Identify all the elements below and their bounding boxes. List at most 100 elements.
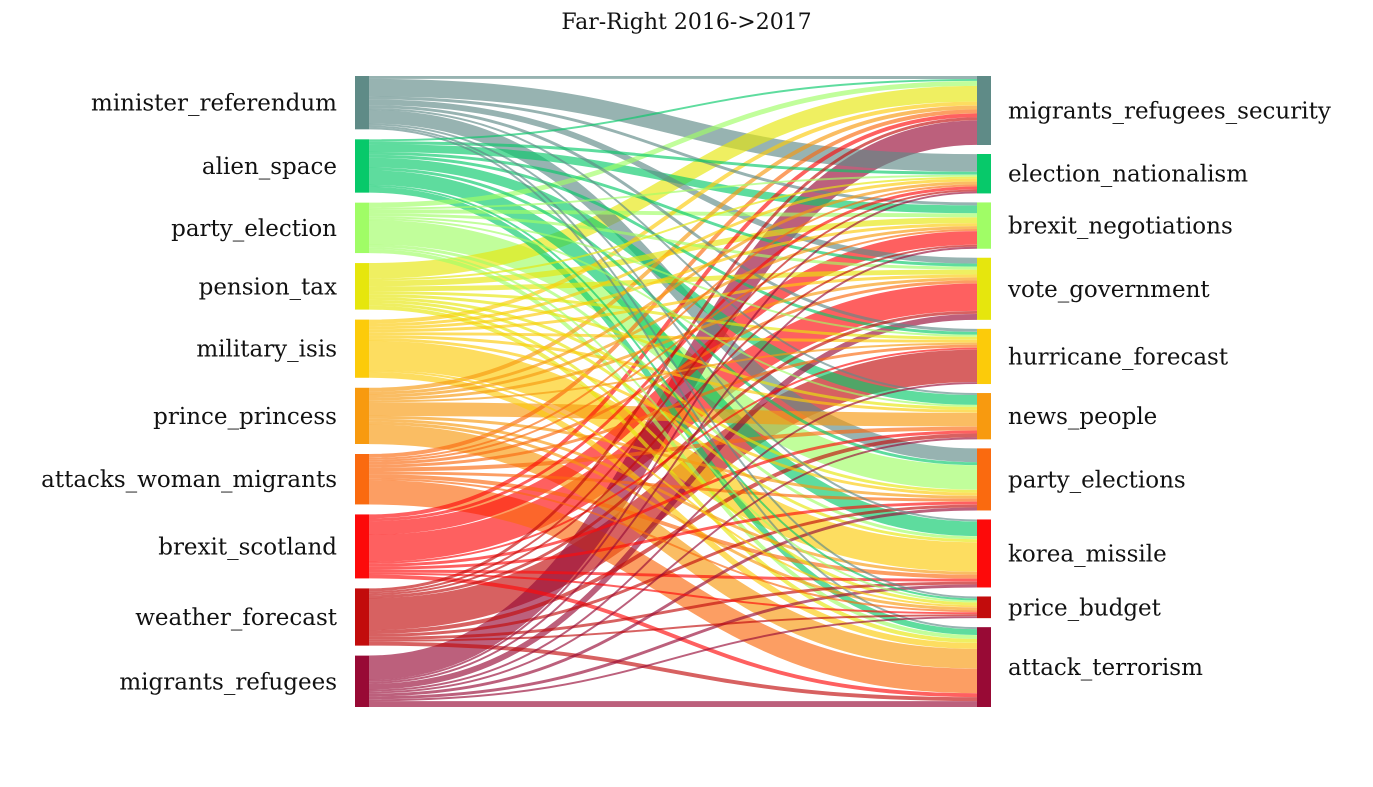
flow-alien-space-to-migrants-refugees-security — [368, 78, 978, 142]
flow-minister-referendum-to-price-budget — [368, 125, 978, 599]
left-label-attacks-woman-migrants: attacks_woman_migrants — [41, 467, 337, 493]
flow-attacks-woman-migrants-to-brexit-negotiations — [368, 229, 978, 462]
flow-weather-forecast-to-election-nationalism — [368, 189, 978, 594]
flow-weather-forecast-to-attack-terrorism — [368, 641, 978, 702]
left-label-pension-tax: pension_tax — [199, 274, 337, 300]
flow-pension-tax-to-election-nationalism — [368, 176, 978, 281]
right-node-brexit-negotiations — [977, 202, 991, 249]
right-label-hurricane-forecast: hurricane_forecast — [1008, 344, 1229, 370]
left-node-alien-space — [355, 139, 369, 193]
left-node-party-election — [355, 202, 369, 254]
left-node-minister-referendum — [355, 76, 369, 130]
right-label-attack-terrorism: attack_terrorism — [1008, 655, 1203, 681]
flow-party-election-to-migrants-refugees-security — [368, 80, 978, 208]
flow-brexit-scotland-to-attack-terrorism — [368, 574, 978, 698]
flow-minister-referendum-to-vote-government — [368, 99, 978, 264]
flow-attacks-woman-migrants-to-attack-terrorism — [368, 480, 978, 694]
flow-party-election-to-hurricane-forecast — [368, 216, 978, 337]
flow-prince-princess-to-migrants-refugees-security — [368, 105, 978, 392]
flow-minister-referendum-to-hurricane-forecast — [368, 105, 978, 332]
right-label-party-elections: party_elections — [1008, 467, 1186, 493]
diagram-title: Far-Right 2016->2017 — [561, 10, 812, 35]
left-label-minister-referendum: minister_referendum — [91, 91, 337, 117]
flow-minister-referendum-to-news-people — [368, 107, 978, 396]
flow-alien-space-to-hurricane-forecast — [368, 154, 978, 335]
flow-prince-princess-to-vote-government — [368, 277, 978, 401]
left-label-prince-princess: prince_princess — [153, 404, 337, 430]
flow-minister-referendum-to-attack-terrorism — [368, 127, 978, 630]
flow-migrants-refugees-to-brexit-negotiations — [368, 246, 978, 684]
right-label-vote-government: vote_government — [1007, 277, 1210, 303]
flow-attacks-woman-migrants-to-hurricane-forecast — [368, 344, 978, 468]
flow-pension-tax-to-vote-government — [368, 269, 978, 292]
left-label-military-isis: military_isis — [196, 337, 337, 363]
flow-migrants-refugees-to-party-elections — [368, 507, 978, 697]
left-label-alien-space: alien_space — [202, 154, 337, 180]
flow-alien-space-to-attack-terrorism — [368, 186, 978, 636]
flow-migrants-refugees-to-korea-missile — [368, 584, 978, 700]
right-node-price-budget — [977, 596, 991, 619]
node-labels: minister_referendum alien_space party_elec… — [41, 91, 1331, 696]
flow-migrants-refugees-to-vote-government — [368, 313, 978, 690]
flow-attacks-woman-migrants-to-election-nationalism — [368, 184, 978, 460]
right-label-news-people: news_people — [1008, 404, 1157, 430]
flow-weather-forecast-to-migrants-refugees-security — [368, 117, 978, 592]
right-node-party-elections — [977, 448, 991, 511]
flow-weather-forecast-to-hurricane-forecast — [368, 349, 978, 631]
right-label-migrants-refugees-security: migrants_refugees_security — [1008, 98, 1331, 124]
flow-party-election-to-price-budget — [368, 247, 978, 603]
flow-attacks-woman-migrants-to-migrants-refugees-security — [368, 109, 978, 458]
right-node-korea-missile — [977, 519, 991, 588]
left-label-party-election: party_election — [171, 216, 337, 242]
flow-weather-forecast-to-brexit-negotiations — [368, 244, 978, 596]
left-node-brexit-scotland — [355, 514, 369, 579]
flow-pension-tax-to-party-elections — [368, 296, 978, 493]
flow-prince-princess-to-party-elections — [368, 415, 978, 499]
left-label-weather-forecast: weather_forecast — [135, 605, 338, 631]
right-label-korea-missile: korea_missile — [1008, 541, 1167, 567]
right-label-election-nationalism: election_nationalism — [1008, 162, 1248, 188]
flow-minister-referendum-to-election-nationalism — [368, 78, 978, 172]
flow-links — [368, 75, 978, 708]
right-node-vote-government — [977, 257, 991, 320]
right-label-brexit-negotiations: brexit_negotiations — [1008, 214, 1233, 240]
flow-prince-princess-to-price-budget — [368, 421, 978, 611]
flow-prince-princess-to-korea-missile — [368, 418, 978, 575]
flow-party-election-to-election-nationalism — [368, 174, 978, 210]
left-node-migrants-refugees — [355, 655, 369, 707]
left-node-military-isis — [355, 319, 369, 378]
flow-migrants-refugees-to-news-people — [368, 437, 978, 694]
flow-weather-forecast-to-price-budget — [368, 614, 978, 642]
right-node-migrants-refugees-security — [977, 76, 991, 145]
flow-military-isis-to-party-elections — [368, 338, 978, 496]
right-node-hurricane-forecast — [977, 328, 991, 385]
right-label-price-budget: price_budget — [1008, 595, 1162, 621]
right-node-attack-terrorism — [977, 627, 991, 707]
right-node-news-people — [977, 393, 991, 440]
flow-weather-forecast-to-party-elections — [368, 504, 978, 637]
flow-prince-princess-to-hurricane-forecast — [368, 342, 978, 403]
left-label-brexit-scotland: brexit_scotland — [158, 534, 337, 560]
flow-brexit-scotland-to-news-people — [368, 430, 978, 567]
right-node-election-nationalism — [977, 153, 991, 194]
flow-prince-princess-to-election-nationalism — [368, 181, 978, 395]
flow-weather-forecast-to-korea-missile — [368, 581, 978, 640]
flow-migrants-refugees-to-hurricane-forecast — [368, 382, 978, 692]
flow-alien-space-to-election-nationalism — [368, 141, 978, 175]
flow-minister-referendum-to-brexit-negotiations — [368, 96, 978, 206]
flow-pension-tax-to-hurricane-forecast — [368, 291, 978, 340]
flow-alien-space-to-vote-government — [368, 151, 978, 267]
flow-military-isis-to-attack-terrorism — [368, 371, 978, 649]
flow-party-election-to-news-people — [368, 218, 978, 407]
flow-migrants-refugees-to-election-nationalism — [368, 191, 978, 682]
flow-migrants-refugees-to-price-budget — [368, 616, 978, 702]
flow-military-isis-to-vote-government — [368, 274, 978, 333]
left-node-attacks-woman-migrants — [355, 454, 369, 505]
nodes — [355, 76, 991, 707]
flow-brexit-scotland-to-hurricane-forecast — [368, 347, 978, 564]
left-label-migrants-refugees: migrants_refugees — [119, 669, 337, 695]
flow-attacks-woman-migrants-to-price-budget — [368, 478, 978, 613]
flow-attacks-woman-migrants-to-news-people — [368, 426, 978, 472]
flow-military-isis-to-price-budget — [368, 370, 978, 608]
